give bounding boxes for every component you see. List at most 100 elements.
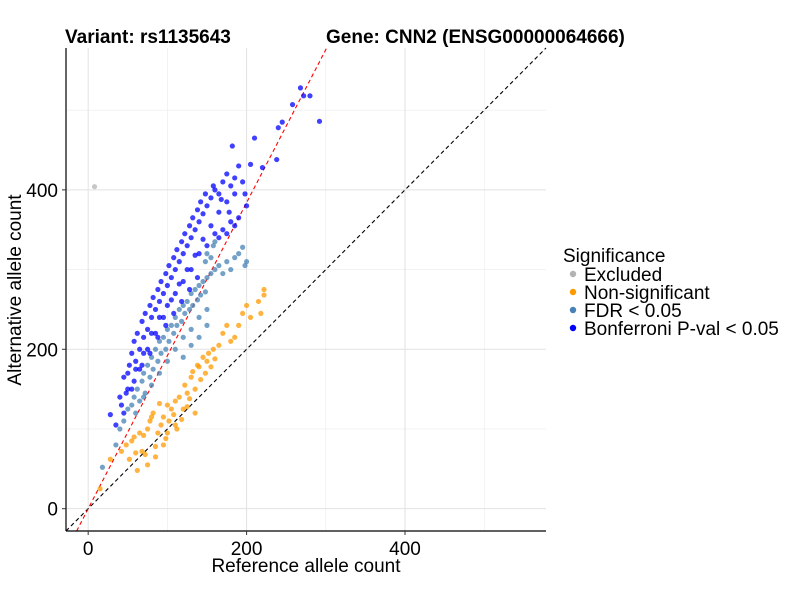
data-point-bonf [279, 119, 285, 125]
data-point-bonf [196, 251, 202, 257]
data-point-nonsig [134, 467, 140, 474]
data-point-fdr [204, 306, 210, 313]
legend-swatch-nonsig [569, 288, 577, 296]
data-point-nonsig [176, 394, 182, 400]
data-point-nonsig [156, 400, 163, 407]
data-point-bonf [192, 252, 198, 258]
data-point-bonf [131, 378, 137, 384]
data-point-fdr [232, 255, 238, 261]
data-point-bonf [155, 286, 161, 293]
data-point-bonf [174, 247, 180, 253]
data-point-nonsig [147, 418, 153, 424]
data-point-bonf [171, 255, 177, 261]
data-point-nonsig [158, 422, 164, 428]
data-point-bonf [150, 294, 156, 301]
data-point-bonf [212, 231, 218, 237]
data-point-bonf [137, 366, 143, 372]
data-point-fdr [150, 366, 156, 372]
data-point-nonsig [129, 438, 135, 444]
data-point-nonsig [224, 322, 230, 328]
data-point-fdr [179, 318, 185, 324]
data-point-bonf [144, 326, 151, 332]
data-point-fdr [186, 306, 193, 313]
data-point-fdr [210, 243, 216, 249]
data-point-bonf [236, 215, 242, 221]
data-point-fdr [198, 292, 204, 298]
data-point-fdr [208, 255, 214, 261]
data-point-fdr [141, 370, 147, 376]
data-point-fdr [152, 346, 159, 352]
data-point-nonsig [186, 396, 193, 402]
data-point-fdr [125, 406, 131, 412]
data-point-fdr [242, 262, 248, 269]
data-point-fdr [156, 370, 163, 376]
data-point-bonf [240, 179, 246, 185]
data-point-excluded [91, 184, 98, 190]
data-point-fdr [180, 334, 186, 340]
data-point-bonf [251, 135, 258, 141]
series-excluded [91, 184, 98, 190]
x-axis-label: Reference allele count [211, 556, 401, 577]
data-point-fdr [180, 302, 186, 309]
data-point-bonf [228, 183, 234, 189]
data-point-nonsig [205, 350, 212, 356]
legend-title: Significance [563, 246, 665, 267]
series-nonsig [97, 286, 267, 492]
data-point-bonf [232, 223, 238, 229]
data-point-bonf [289, 101, 296, 108]
data-point-fdr [99, 464, 106, 470]
tick-labels: 0 200 400 0 200 400 [26, 181, 421, 560]
data-point-bonf [232, 175, 238, 181]
data-point-bonf [186, 286, 193, 293]
data-point-nonsig [152, 443, 159, 450]
data-point-fdr [172, 314, 178, 320]
data-point-bonf [123, 390, 129, 396]
data-point-fdr [148, 354, 155, 360]
data-point-bonf [202, 191, 209, 197]
data-point-bonf [179, 239, 185, 245]
data-point-bonf [275, 125, 281, 131]
data-point-bonf [107, 412, 113, 418]
data-point-bonf [226, 209, 232, 215]
data-point-nonsig [258, 310, 264, 317]
data-point-bonf [155, 334, 161, 340]
data-point-bonf [164, 282, 170, 289]
data-point-nonsig [168, 406, 174, 412]
data-point-nonsig [172, 422, 178, 428]
y-tick-label: 200 [26, 340, 58, 361]
data-point-nonsig [131, 434, 137, 440]
data-point-nonsig [144, 426, 151, 432]
data-point-bonf [156, 314, 163, 320]
axes [65, 48, 546, 532]
data-point-fdr [204, 322, 210, 328]
data-point-bonf [243, 203, 250, 209]
data-point-fdr [174, 322, 180, 328]
data-point-bonf [220, 227, 226, 233]
data-point-bonf [224, 231, 230, 237]
data-point-nonsig [118, 448, 125, 454]
data-point-fdr [121, 418, 127, 424]
data-point-nonsig [240, 310, 246, 317]
data-point-fdr [160, 334, 167, 340]
data-point-bonf [117, 394, 123, 400]
data-point-nonsig [160, 414, 167, 420]
data-point-bonf [133, 358, 139, 364]
data-point-nonsig [142, 451, 148, 458]
data-point-fdr [133, 410, 139, 416]
data-point-fdr [139, 378, 145, 384]
data-point-bonf [160, 290, 167, 297]
data-point-nonsig [164, 402, 170, 408]
data-point-nonsig [123, 442, 129, 448]
data-point-fdr [224, 259, 230, 265]
data-point-nonsig [184, 404, 190, 410]
data-point-bonf [156, 298, 163, 305]
data-point-bonf [194, 274, 201, 281]
data-point-bonf [152, 330, 159, 336]
data-point-bonf [125, 386, 131, 392]
data-point-bonf [307, 93, 313, 99]
data-point-bonf [121, 410, 127, 416]
data-point-fdr [188, 290, 194, 297]
data-point-bonf [210, 183, 216, 189]
data-point-bonf [147, 302, 153, 309]
